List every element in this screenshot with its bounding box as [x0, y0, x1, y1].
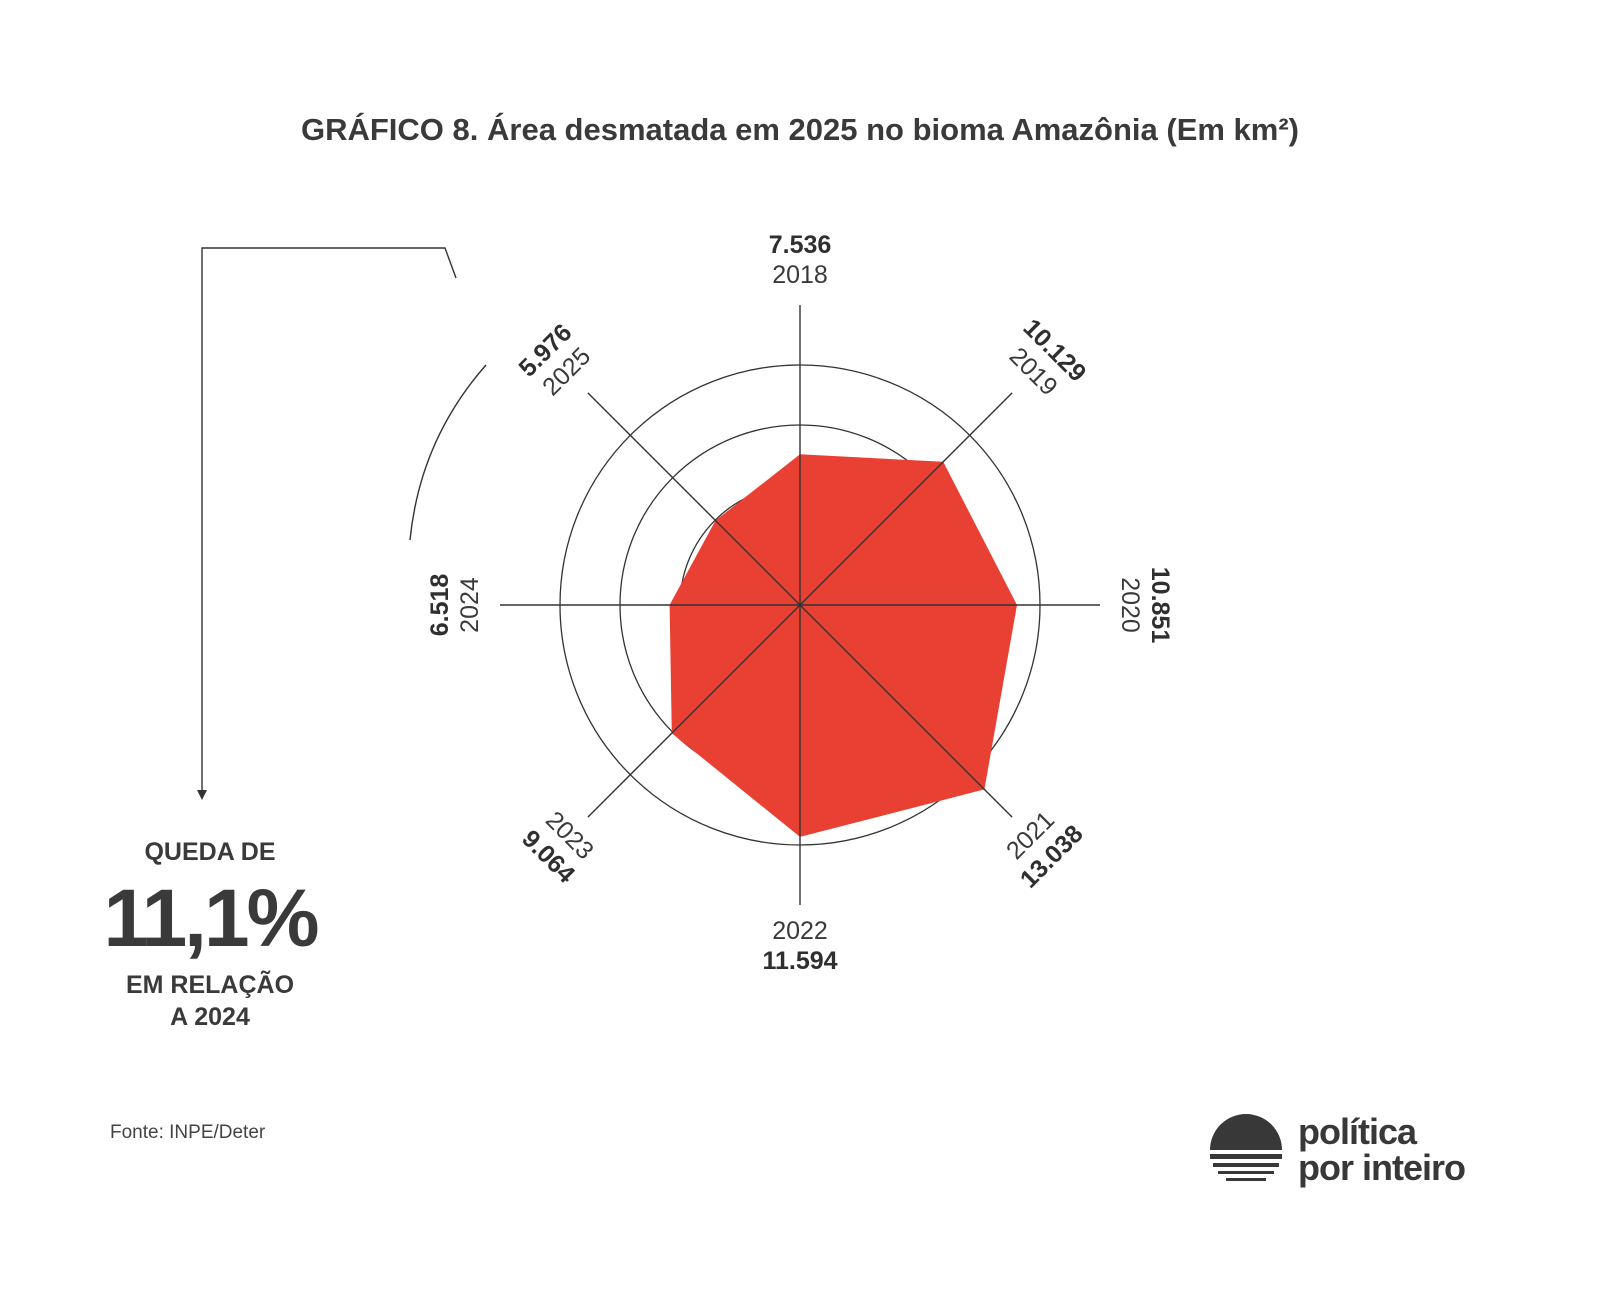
- brand-logo: política por inteiro: [1210, 1112, 1510, 1192]
- callout-box: QUEDA DE 11,1% EM RELAÇÃO A 2024: [95, 838, 325, 1033]
- value-label-2018: 7.536: [769, 231, 832, 259]
- brand-line1: política: [1298, 1111, 1417, 1152]
- callout-line1: QUEDA DE: [144, 838, 276, 866]
- callout-percentage: 11,1%: [103, 873, 320, 964]
- callout-connector: [197, 247, 487, 800]
- year-label-2018: 2018: [772, 261, 828, 289]
- callout-line3: A 2024: [170, 1003, 250, 1031]
- callout-bracket-line: [201, 247, 457, 790]
- value-label-2022: 11.594: [762, 947, 837, 975]
- brand-line2: por inteiro: [1298, 1147, 1466, 1188]
- brand-text: política por inteiro: [1298, 1111, 1466, 1188]
- callout-line2: EM RELAÇÃO: [125, 971, 295, 999]
- value-label-2020: 10.851: [1146, 567, 1174, 644]
- label-group-2024: 6.518 2024: [426, 574, 484, 637]
- axis-overlay-2025: [714, 519, 801, 606]
- callout-arc-2025-2024: [409, 364, 487, 541]
- year-label-2024: 2024: [456, 577, 484, 633]
- axis-overlay-2023: [671, 604, 801, 734]
- callout-arrow-icon: [197, 790, 207, 800]
- data-area-polygon: [669, 454, 1017, 837]
- year-label-2022: 2022: [772, 917, 828, 945]
- axis-overlay-2021: [799, 604, 985, 790]
- source-note: Fonte: INPE/Deter: [110, 1122, 266, 1143]
- axis-overlay-2019: [799, 461, 944, 606]
- year-label-2020: 2020: [1116, 577, 1144, 633]
- radial-axes-overlay: [669, 454, 1018, 837]
- chart-title: GRÁFICO 8. Área desmatada em 2025 no bio…: [300, 112, 1300, 147]
- value-label-2024: 6.518: [426, 574, 454, 637]
- sun-horizon-logo-icon: [1210, 1114, 1282, 1181]
- callout-line2-wrap: EM RELAÇÃO A 2024: [95, 969, 325, 1033]
